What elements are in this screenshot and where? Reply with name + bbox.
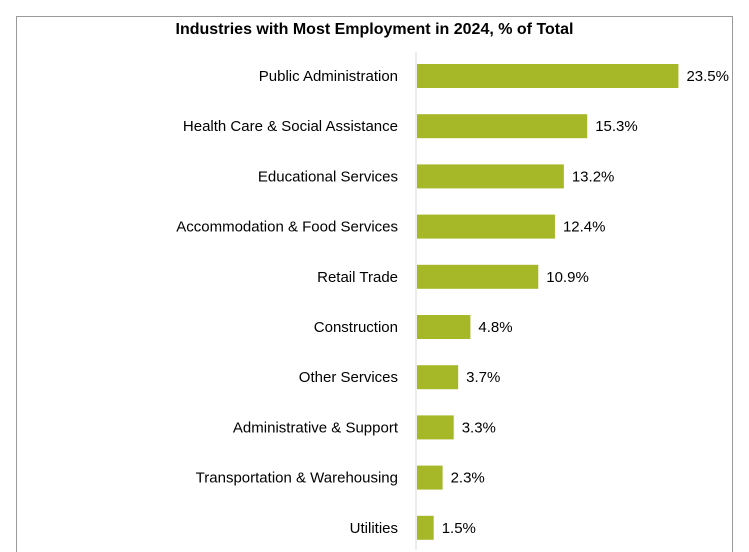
bar (417, 465, 443, 490)
category-label: Health Care & Social Assistance (183, 118, 398, 135)
data-label: 13.2% (572, 168, 615, 185)
category-label: Construction (314, 319, 398, 336)
data-label: 15.3% (595, 118, 638, 135)
category-label: Accommodation & Food Services (176, 219, 398, 236)
bar (417, 64, 679, 88)
category-label: Other Services (299, 369, 398, 386)
category-label: Utilities (350, 520, 398, 537)
bar (417, 415, 454, 440)
data-label: 23.5% (686, 68, 729, 85)
bar (417, 515, 434, 540)
data-label: 2.3% (451, 470, 485, 487)
chart-frame (16, 16, 733, 552)
data-label: 4.8% (478, 319, 512, 336)
category-label: Retail Trade (317, 269, 398, 286)
category-label: Educational Services (258, 168, 398, 185)
bar (417, 214, 555, 239)
bar (417, 164, 564, 189)
category-label: Administrative & Support (233, 419, 399, 436)
chart-title: Industries with Most Employment in 2024,… (175, 21, 574, 38)
data-label: 12.4% (563, 219, 606, 236)
bar (417, 114, 588, 139)
bar (417, 315, 471, 339)
data-label: 1.5% (442, 520, 476, 537)
data-label: 3.3% (462, 419, 496, 436)
bar (417, 264, 539, 289)
data-label: 3.7% (466, 369, 500, 386)
category-label: Public Administration (259, 68, 398, 85)
data-label: 10.9% (546, 269, 589, 286)
category-label: Transportation & Warehousing (196, 470, 398, 487)
bar (417, 365, 459, 390)
